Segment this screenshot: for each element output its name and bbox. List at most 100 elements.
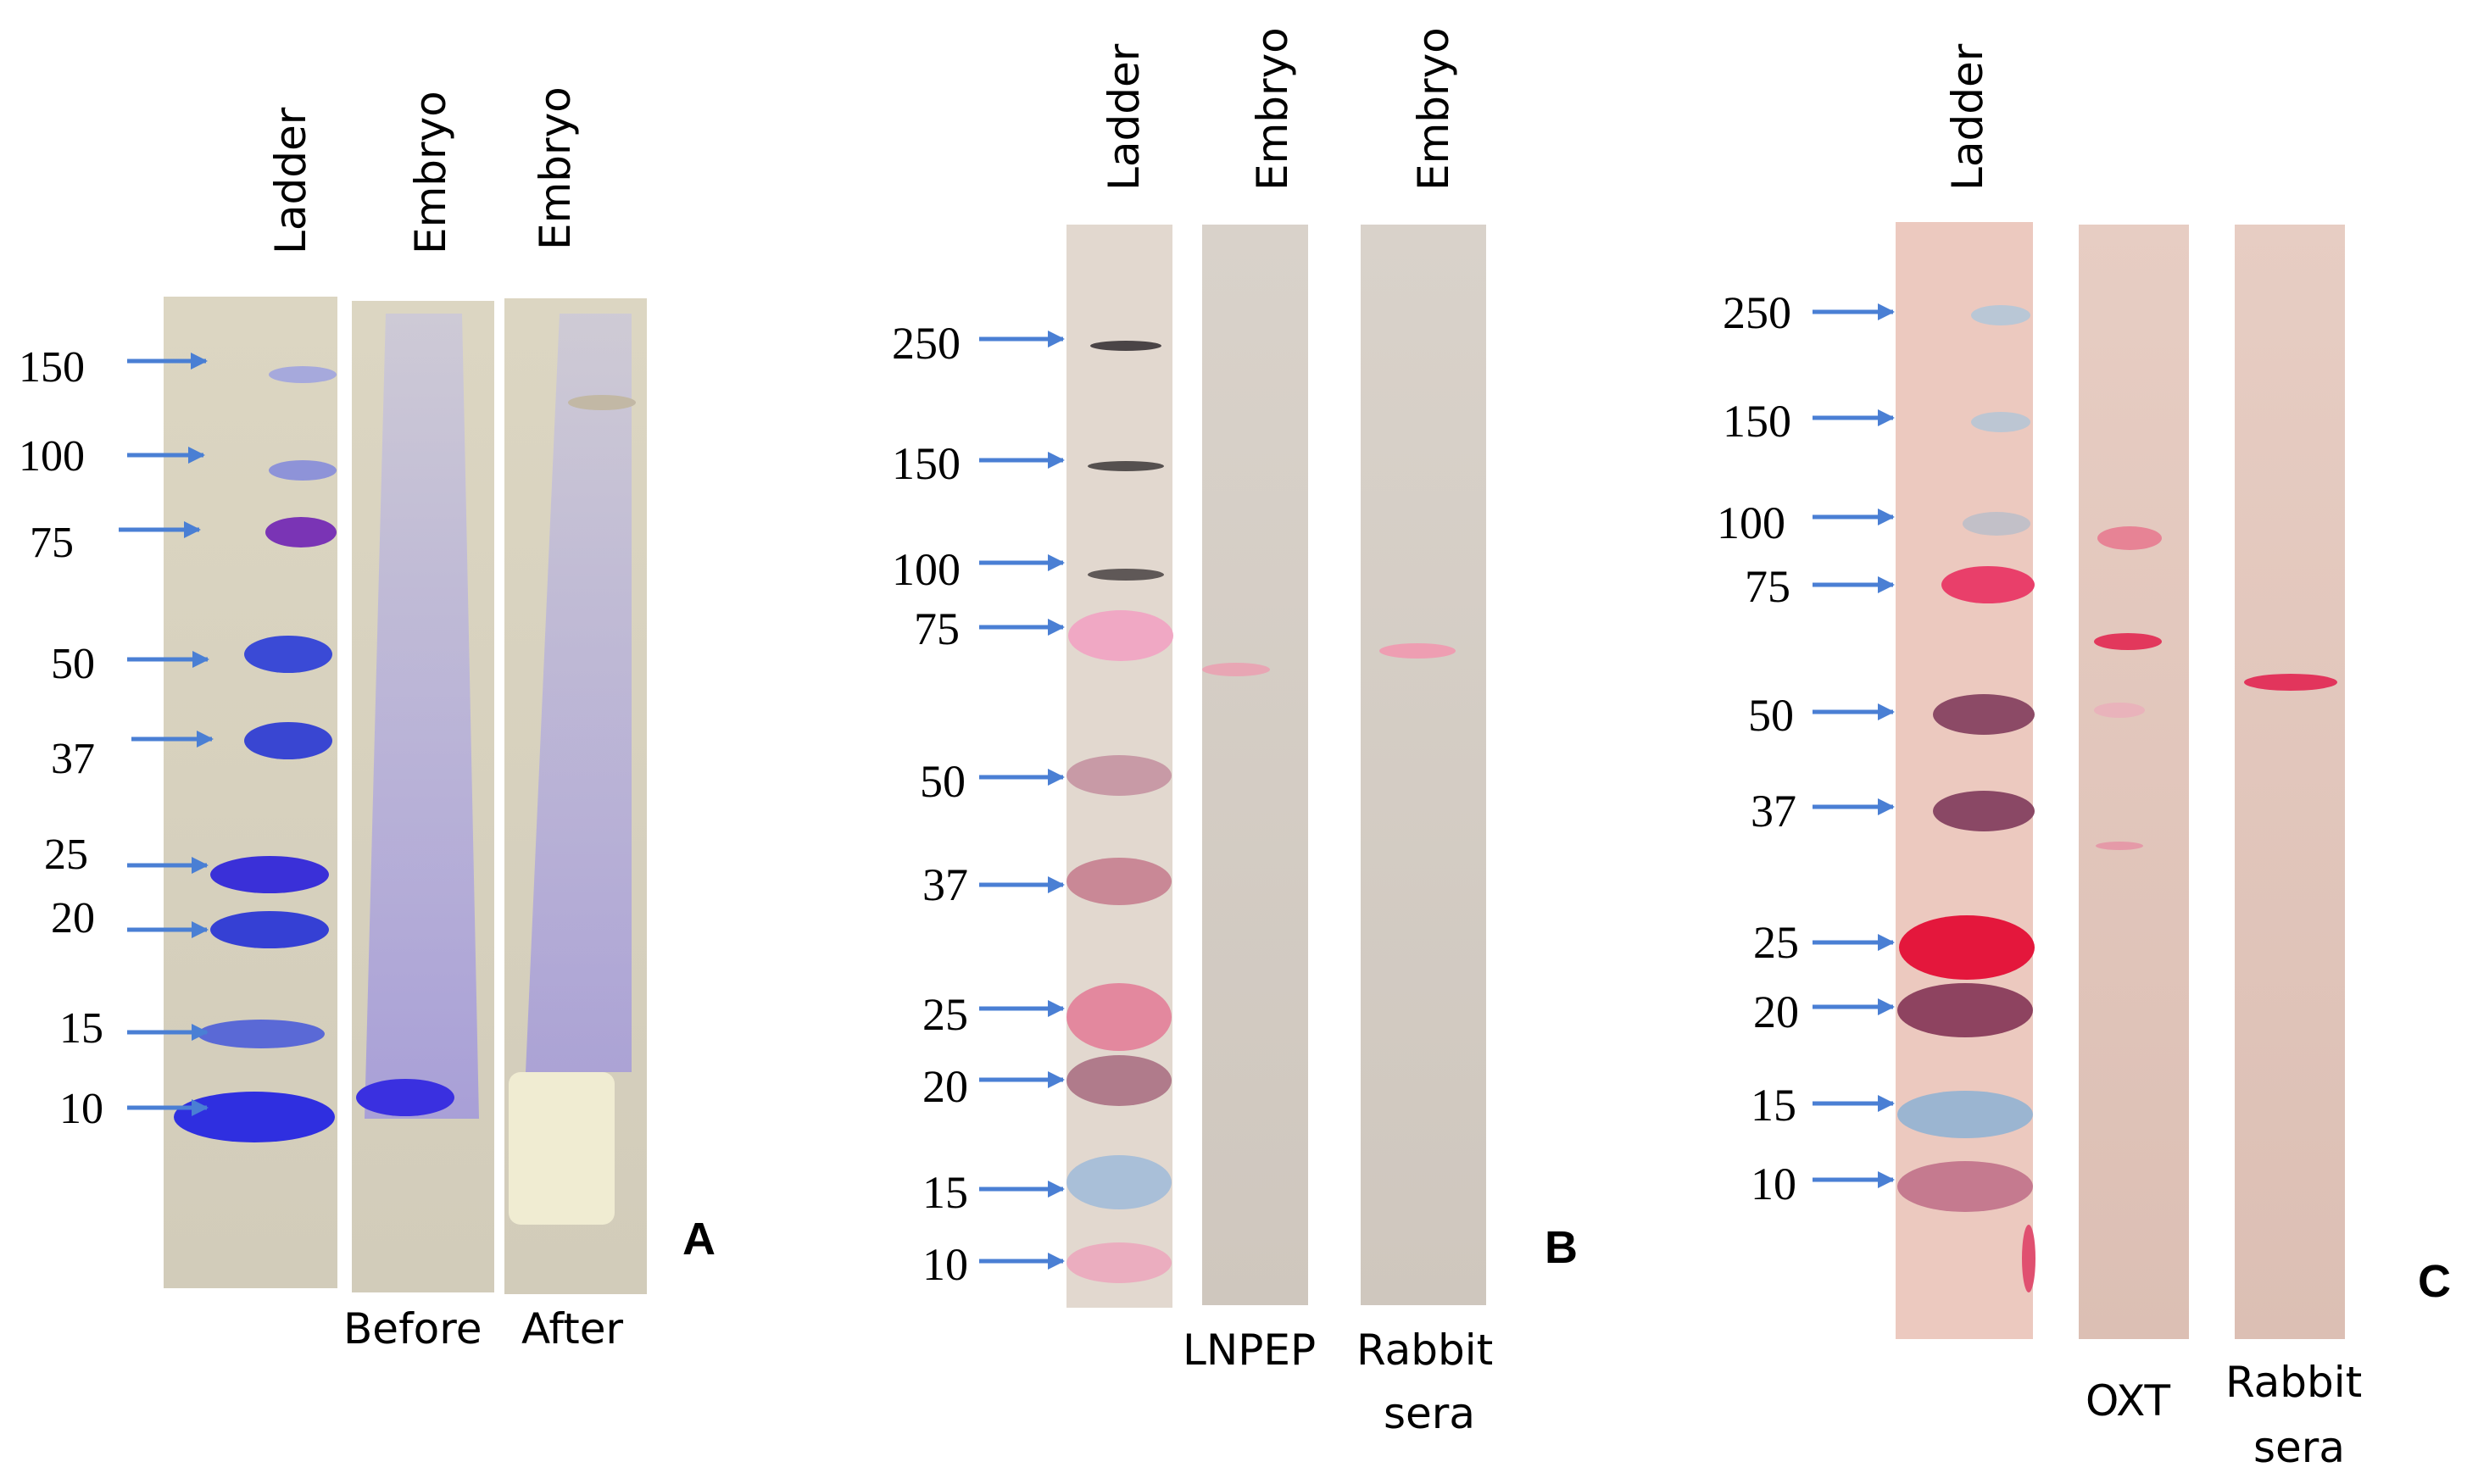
marker-b-37: 37	[922, 859, 968, 910]
marker-b-20: 20	[922, 1061, 968, 1112]
band-10	[174, 1092, 335, 1142]
marker-c-10: 10	[1751, 1159, 1796, 1209]
markers-c: 250 150 100 75 50 37 25 20 15 10	[1717, 287, 1895, 1209]
band-rabbit-b	[1379, 643, 1456, 659]
band-c-50	[1933, 694, 2035, 735]
marker-c-50: 50	[1748, 690, 1794, 741]
marker-b-150: 150	[892, 438, 961, 489]
marker-c-20: 20	[1753, 987, 1799, 1037]
band-c-15	[1897, 1091, 2033, 1138]
smear-before	[365, 314, 479, 1119]
ladder-bands-c	[1897, 305, 2035, 1292]
marker-20: 20	[51, 894, 95, 942]
marker-b-25: 25	[922, 989, 968, 1040]
band-50	[244, 636, 332, 673]
panel-letter-a: A	[682, 1214, 716, 1264]
cut-region-after	[509, 1072, 615, 1225]
band-b-25	[1066, 983, 1172, 1051]
band-20	[210, 911, 329, 948]
band-c-100	[1963, 512, 2030, 536]
marker-b-100: 100	[892, 544, 961, 595]
band-c-150	[1971, 412, 2030, 432]
marker-100: 100	[19, 432, 85, 481]
band-c-250	[1971, 305, 2030, 325]
band-c-edge	[2022, 1225, 2035, 1292]
band-100	[269, 460, 337, 481]
caption-oxt: OXT	[2086, 1376, 2171, 1426]
lane-header-ladder-c: Ladder	[1943, 43, 1992, 191]
band-rabbit-c	[2244, 674, 2337, 691]
band-b-20	[1066, 1055, 1172, 1106]
lane-rabbit-b	[1361, 225, 1486, 1305]
marker-75: 75	[30, 519, 74, 567]
band-b-10	[1066, 1242, 1172, 1283]
band-b-15	[1066, 1155, 1172, 1209]
marker-c-150: 150	[1723, 396, 1791, 447]
markers-a: 150 100 75 50 37 25 20 15 10	[19, 343, 214, 1133]
band-b-37	[1066, 858, 1172, 905]
marker-c-25: 25	[1753, 917, 1799, 968]
marker-b-75: 75	[914, 603, 960, 654]
caption-before: Before	[343, 1304, 482, 1353]
band-37	[244, 722, 332, 759]
marker-50: 50	[51, 640, 95, 688]
marker-37: 37	[51, 735, 95, 783]
marker-15: 15	[59, 1004, 103, 1053]
panel-c: Ladder 250 150	[1717, 43, 2451, 1472]
band-c-75	[1941, 566, 2035, 603]
marker-c-100: 100	[1717, 497, 1785, 548]
band-c-37	[1933, 791, 2035, 831]
marker-10: 10	[59, 1085, 103, 1133]
marker-c-75: 75	[1745, 561, 1790, 612]
lane-header-embryo-rabbit: Embryo	[1409, 27, 1458, 191]
marker-25: 25	[44, 831, 88, 879]
lane-oxt	[2079, 225, 2189, 1339]
caption-rabbit-c-line2: sera	[2253, 1423, 2345, 1472]
band-after-top	[568, 395, 636, 410]
band-150	[269, 366, 337, 383]
marker-b-50: 50	[920, 756, 966, 807]
panel-letter-b: B	[1545, 1222, 1578, 1273]
caption-lnpep: LNPEP	[1183, 1326, 1316, 1375]
lane-lnpep	[1202, 225, 1308, 1305]
band-15	[198, 1020, 325, 1048]
markers-b: 250 150 100 75 50 37 25 20 15 10	[892, 318, 1065, 1290]
band-c-20	[1897, 983, 2033, 1037]
lane-header-embryo-before: Embryo	[406, 91, 455, 254]
caption-rabbit-b-line1: Rabbit	[1356, 1326, 1493, 1375]
band-before-low	[356, 1079, 454, 1116]
marker-b-250: 250	[892, 318, 961, 369]
marker-150: 150	[19, 343, 85, 392]
smear-after	[526, 314, 632, 1072]
band-lnpep	[1202, 663, 1270, 676]
band-oxt-1	[2097, 526, 2162, 550]
band-oxt-3	[2094, 703, 2145, 718]
band-b-250	[1090, 341, 1161, 351]
band-75	[265, 517, 337, 547]
marker-b-15: 15	[922, 1167, 968, 1218]
band-c-10	[1897, 1161, 2033, 1212]
band-b-75	[1068, 610, 1173, 661]
caption-rabbit-c-line1: Rabbit	[2225, 1358, 2362, 1407]
marker-c-37: 37	[1751, 786, 1796, 836]
panel-letter-c: C	[2418, 1256, 2451, 1307]
ladder-bands	[174, 366, 337, 1142]
band-b-100	[1088, 569, 1164, 581]
band-b-150	[1088, 461, 1164, 471]
band-25	[210, 856, 329, 893]
marker-c-250: 250	[1723, 287, 1791, 338]
lane-header-ladder: Ladder	[266, 107, 315, 254]
ladder-bands-b	[1066, 341, 1173, 1283]
band-b-50	[1066, 755, 1172, 796]
ladder-strip-c	[1896, 222, 2033, 1339]
lane-header-ladder-b: Ladder	[1100, 43, 1149, 191]
lane-rabbit-c	[2235, 225, 2345, 1339]
band-oxt-4	[2096, 842, 2143, 850]
panel-b: Ladder Embryo Embryo 250 150	[892, 27, 1578, 1438]
caption-rabbit-b-line2: sera	[1384, 1389, 1475, 1438]
marker-b-10: 10	[922, 1239, 968, 1290]
band-oxt-2	[2094, 633, 2162, 650]
caption-after: After	[521, 1304, 624, 1353]
lane-header-embryo-after: Embryo	[531, 86, 580, 250]
